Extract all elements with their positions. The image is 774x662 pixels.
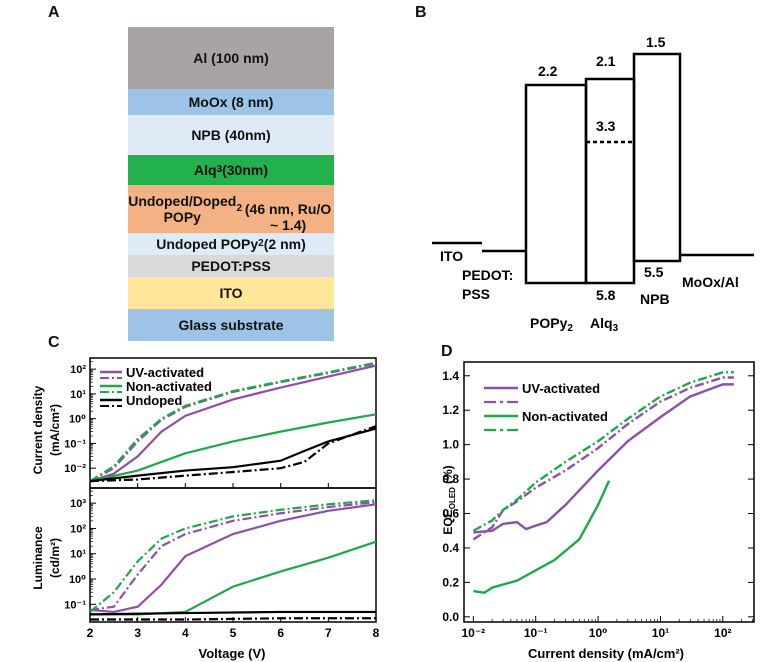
eqe-series-line	[473, 383, 734, 534]
jvl-bottom-ytick-label: 10⁰	[69, 574, 86, 586]
popy-label: POPy2	[530, 315, 573, 334]
alq-label: Alq3	[590, 315, 619, 334]
jvl-top-ytick-label: 10⁰	[69, 414, 86, 426]
jvl-xtick-label: 5	[230, 626, 237, 640]
eqe-legend-label: Non-activated	[522, 409, 608, 424]
jvl-bottom-series-line	[89, 503, 377, 614]
jvl-ylabel-top: Current density	[31, 385, 45, 474]
alq-box	[584, 77, 636, 285]
energy-diagram: 2.2 2.1 1.5 3.3 5.8 5.5 ITO PEDOT: PSS P…	[432, 34, 754, 334]
jvl-bottom-ytick-label: 10¹	[70, 549, 86, 561]
moox-label: MoOx/Al	[682, 274, 739, 290]
jvl-ylabel-top-unit: (mA/cm²)	[48, 404, 62, 456]
eqe-xtick-label: 10²	[714, 626, 731, 640]
jvl-xtick-label: 3	[134, 626, 141, 640]
legend-label: UV-activated	[126, 365, 204, 380]
stack-layer: Alq 3 (30nm)	[128, 155, 334, 185]
pedot-label-1: PEDOT:	[462, 267, 513, 283]
popy-lumo-value: 2.2	[538, 63, 558, 79]
eqe-xlabel: Current density (mA/cm²)	[528, 646, 684, 661]
jvl-top-ytick-label: 10¹	[70, 389, 86, 401]
stack-layer: ITO	[128, 277, 334, 309]
device-stack: Al (100 nm) MoOx (8 nm) NPB (40nm) Alq 3 (30…	[128, 27, 334, 341]
jvl-bottom-ytick-label: 10³	[70, 498, 86, 510]
jvl-xtick-label: 6	[277, 626, 284, 640]
jvl-xtick-label: 7	[325, 626, 332, 640]
stack-layer: Undoped POPy 2 (2 nm)	[128, 233, 334, 255]
stack-layer: Al (100 nm)	[128, 27, 334, 89]
eqe-legend-label: UV-activated	[522, 381, 600, 396]
npb-box	[632, 52, 682, 263]
jvl-top-series-line	[89, 361, 377, 483]
jvl-bottom-ytick-label: 10⁻¹	[64, 599, 86, 611]
eqe-xtick-label: 10¹	[652, 626, 669, 640]
panel-letter-c: C	[48, 334, 60, 351]
npb-homo-value: 5.5	[644, 264, 664, 280]
panel-letter-b: B	[415, 4, 427, 21]
alq-dashed-value: 3.3	[596, 118, 616, 134]
eqe-xtick-label: 10⁻¹	[524, 626, 548, 640]
eqe-ytick-label: 0.6	[442, 507, 459, 521]
eqe-ytick-label: 0.4	[442, 541, 459, 555]
eqe-ytick-label: 1.0	[442, 438, 459, 452]
jvl-xtick-label: 4	[182, 626, 189, 640]
stack-layer: PEDOT:PSS	[128, 255, 334, 277]
eqe-ytick-label: 0.2	[442, 575, 459, 589]
jvl-bottom-series-line	[89, 501, 377, 612]
jvl-xtick-label: 2	[87, 626, 94, 640]
jvl-top-ytick-label: 10²	[70, 364, 86, 376]
stack-layer: Undoped/Doped POPy 2 (46 nm, Ru/O ~ 1.4)	[128, 185, 334, 233]
jvl-top-series-line	[89, 364, 377, 483]
eqe-ytick-label: 1.4	[442, 369, 459, 383]
jvl-bottom-series-line	[90, 617, 376, 621]
eqe-series-line	[472, 376, 734, 541]
eqe-ytick-label: 0.8	[442, 472, 459, 486]
jvl-top-series-line	[89, 425, 377, 483]
ito-label: ITO	[440, 248, 463, 264]
eqe-frame	[463, 361, 755, 623]
jvl-top-ytick-label: 10⁻²	[64, 463, 86, 475]
alq-lumo-value: 2.1	[596, 53, 616, 69]
jvl-top-ytick-label: 10⁻¹	[64, 438, 86, 450]
eqe-series-line	[472, 371, 734, 532]
jvl-xtick-label: 8	[373, 626, 380, 640]
panel-letter-a: A	[48, 4, 60, 21]
eqe-ytick-label: 0.0	[442, 610, 459, 624]
jvl-bottom-series-line	[89, 499, 377, 613]
jvl-bottom-series-line	[89, 610, 376, 616]
eqe-series-line	[473, 480, 611, 594]
eqe-xtick-label: 10⁰	[589, 626, 608, 640]
npb-label: NPB	[640, 291, 670, 307]
jvl-xlabel: Voltage (V)	[199, 646, 266, 661]
stack-layer: NPB (40nm)	[128, 115, 334, 155]
popy-box	[524, 83, 588, 285]
jvl-top-series-line	[89, 427, 377, 483]
jvl-bottom-series-line	[90, 540, 377, 616]
pedot-label-2: PSS	[462, 286, 490, 302]
jvl-chart: 10² 10¹ 10⁰ 10⁻¹ 10⁻² 2 3 4 5 6 7 8 10³ 10² 10¹ 10⁰ 10⁻…	[31, 357, 380, 661]
eqe-xtick-label: 10⁻²	[462, 626, 486, 640]
jvl-ylabel-bottom: Luminance	[31, 526, 45, 590]
jvl-ylabel-bottom-unit: (cd/m²)	[48, 538, 62, 578]
jvl-top-series-line	[89, 413, 377, 483]
eqe-chart: 0.0 0.2 0.4 0.6 0.8 1.0 1.2 1.4 10⁻² 10⁻¹ 10⁰ 10¹ 10…	[441, 361, 755, 661]
legend-label: Undoped	[126, 393, 182, 408]
legend-label: Non-activated	[126, 379, 212, 394]
eqe-ytick-label: 1.2	[442, 403, 459, 417]
stack-layer: MoOx (8 nm)	[128, 89, 334, 115]
alq-homo-value: 5.8	[596, 287, 616, 303]
npb-lumo-value: 1.5	[646, 34, 666, 50]
eqe-ylabel: EQEOLED(%)	[441, 465, 457, 534]
panel-letter-d: D	[441, 343, 453, 360]
stack-layer: Glass substrate	[128, 309, 334, 341]
jvl-bottom-ytick-label: 10²	[70, 523, 86, 535]
